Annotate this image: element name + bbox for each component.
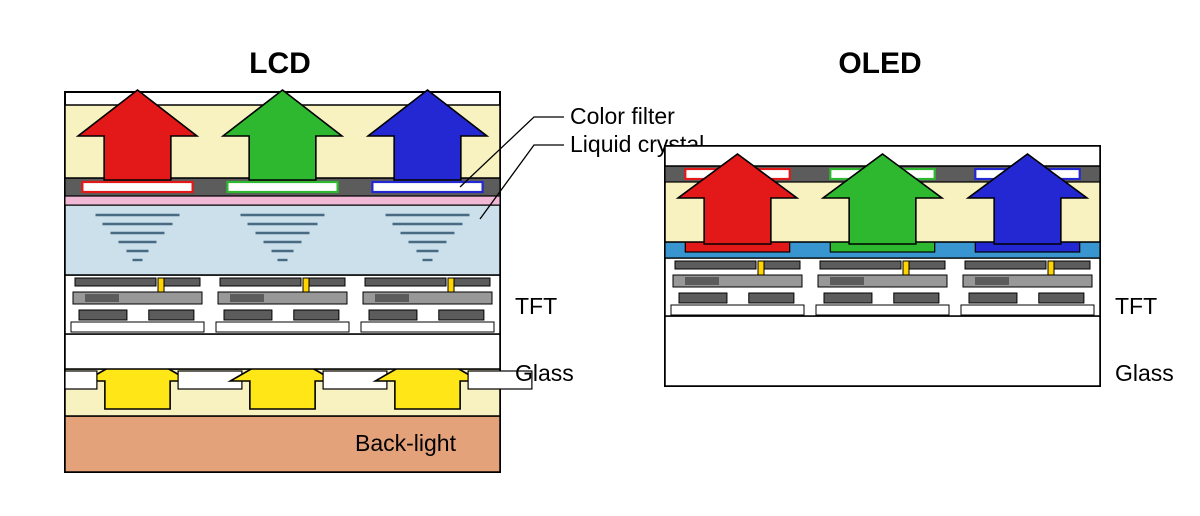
glass-layer — [65, 334, 500, 369]
tft-island — [230, 294, 264, 302]
tft-lower-bar — [369, 310, 417, 320]
tft-base — [361, 322, 494, 332]
tft-label-oled: TFT — [1115, 293, 1157, 319]
tft-top-electrode — [1054, 261, 1090, 269]
tft-base — [816, 305, 949, 315]
tft-island — [685, 277, 719, 285]
tft-top-electrode — [454, 278, 490, 286]
tft-base — [671, 305, 804, 315]
oled-title: OLED — [838, 47, 921, 80]
tft-top-electrode — [309, 278, 345, 286]
lcd-diagram: Back-light — [65, 90, 532, 472]
tft-lower-bar — [149, 310, 194, 320]
tft-lower-bar — [294, 310, 339, 320]
tft-top-electrode — [220, 278, 301, 286]
color-filter-slot — [372, 182, 482, 192]
color-filter-slot — [82, 182, 192, 192]
tft-lower-bar — [749, 293, 794, 303]
tft-base — [71, 322, 204, 332]
color-filter-label: Color filter — [570, 103, 675, 129]
tft-label-lcd: TFT — [515, 293, 557, 319]
tft-base — [961, 305, 1094, 315]
oled-diagram — [665, 146, 1100, 386]
tft-top-electrode — [164, 278, 200, 286]
tft-top-electrode — [965, 261, 1046, 269]
tft-top-electrode — [75, 278, 156, 286]
tft-island — [85, 294, 119, 302]
tft-island — [975, 277, 1009, 285]
tft-lower-bar — [1039, 293, 1084, 303]
color-filter-slot — [227, 182, 337, 192]
oled-glass-layer — [665, 316, 1100, 386]
tft-lower-bar — [969, 293, 1017, 303]
alignment-layer — [65, 196, 500, 205]
tft-island — [375, 294, 409, 302]
lcd-title: LCD — [249, 47, 311, 80]
tft-top-electrode — [764, 261, 800, 269]
tft-top-electrode — [820, 261, 901, 269]
tft-island — [830, 277, 864, 285]
tft-lower-bar — [679, 293, 727, 303]
tft-lower-bar — [224, 310, 272, 320]
tft-lower-bar — [894, 293, 939, 303]
backlight-label: Back-light — [355, 430, 457, 456]
glass-label-lcd: Glass — [515, 360, 574, 386]
tft-top-electrode — [365, 278, 446, 286]
glass-label-oled: Glass — [1115, 360, 1174, 386]
tft-base — [216, 322, 349, 332]
tft-lower-bar — [439, 310, 484, 320]
diagram-canvas: Back-lightLCDGlassTFTColor filterLiquid … — [0, 0, 1200, 516]
tft-top-electrode — [675, 261, 756, 269]
tft-top-electrode — [909, 261, 945, 269]
tft-lower-bar — [824, 293, 872, 303]
tft-lower-bar — [79, 310, 127, 320]
diffuser-slit — [65, 371, 97, 389]
